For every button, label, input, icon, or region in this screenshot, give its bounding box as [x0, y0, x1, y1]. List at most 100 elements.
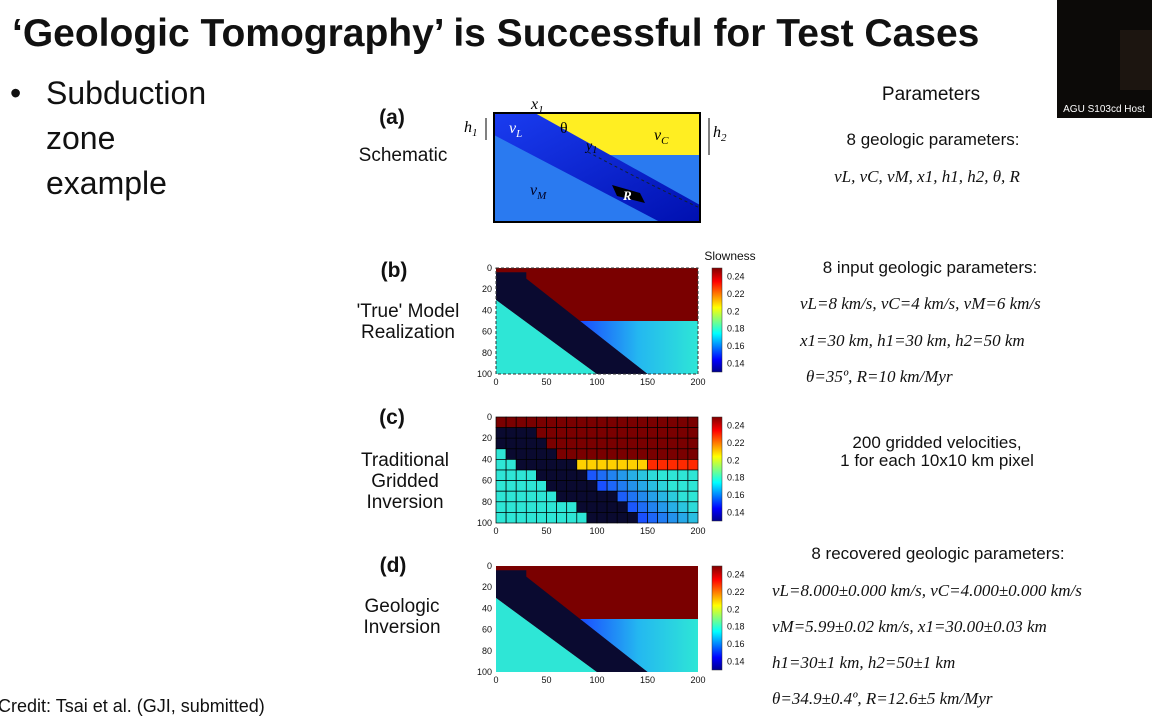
model-cell — [556, 416, 568, 428]
model-cell — [596, 459, 608, 471]
params-line: 1 for each 10x10 km pixel — [840, 451, 1034, 470]
model-cell — [606, 427, 618, 439]
model-cell — [596, 469, 608, 481]
model-cell — [606, 480, 618, 492]
model-cell — [515, 427, 527, 439]
model-cell — [546, 501, 557, 513]
model-cell — [626, 448, 638, 460]
colorbar-tick-label: 0.14 — [727, 656, 745, 666]
colorbar — [711, 565, 723, 671]
y-tick-label: 100 — [477, 667, 492, 677]
params-line: θ=35º, R=10 km/Myr — [806, 367, 953, 386]
model-cell — [667, 512, 679, 524]
colorbar-tick-label: 0.18 — [727, 324, 745, 334]
schematic-label: y1 — [584, 139, 597, 156]
model-cell — [505, 501, 517, 513]
model-cell — [586, 469, 598, 481]
model-cell — [596, 501, 608, 513]
model-cell — [586, 427, 598, 439]
bullet-line: zone — [46, 120, 115, 156]
y-tick-label: 40 — [482, 603, 492, 613]
model-cell — [515, 459, 527, 471]
y-tick-label: 60 — [482, 625, 492, 635]
x-tick-label: 0 — [493, 526, 498, 536]
label-sub: 2 — [721, 132, 727, 144]
model-cell — [525, 512, 537, 524]
lithosphere-region — [496, 597, 597, 672]
x-tick-label: 150 — [640, 675, 655, 685]
colorbar-tick-label: 0.18 — [727, 622, 745, 632]
schematic-label: vC — [654, 127, 669, 147]
params-line: x1=30 km, h1=30 km, h2=50 km — [799, 331, 1025, 350]
model-cell — [525, 416, 537, 428]
video-tile-shadow — [1120, 30, 1152, 90]
model-cell — [586, 437, 598, 450]
model-cell — [596, 416, 608, 428]
model-cell — [546, 490, 557, 503]
video-tile-label: AGU S103cd Host — [1063, 104, 1145, 115]
model-cell — [667, 427, 679, 439]
model-cell — [576, 416, 588, 428]
colorbar-tick-label: 0.24 — [727, 421, 745, 431]
panel-label: Traditional — [361, 450, 449, 471]
schematic-label: h2 — [713, 124, 727, 144]
y-tick-label: 0 — [487, 263, 492, 273]
model-cell — [657, 512, 669, 524]
model-cell — [616, 480, 628, 492]
model-cell — [616, 427, 628, 439]
model-cell — [596, 480, 608, 492]
model-cell — [647, 512, 658, 524]
model-cell — [637, 416, 648, 428]
model-cell — [525, 480, 537, 492]
model-cell — [515, 448, 527, 460]
model-cell — [637, 480, 648, 492]
model-cell — [677, 501, 689, 513]
model-cell — [576, 437, 588, 450]
y-tick-label: 20 — [482, 284, 492, 294]
model-cell — [596, 437, 608, 450]
model-cell — [576, 480, 588, 492]
model-cell — [626, 427, 638, 439]
model-cell — [566, 427, 578, 439]
model-cell — [586, 448, 598, 460]
model-cell — [505, 416, 517, 428]
model-cell — [616, 512, 628, 524]
model-cell — [626, 469, 638, 481]
model-cell — [495, 512, 507, 524]
model-cell — [637, 459, 648, 471]
model-cell — [515, 469, 527, 481]
y-tick-label: 80 — [482, 348, 492, 358]
model-cell — [576, 427, 588, 439]
model-cell — [657, 416, 669, 428]
model-cell — [687, 427, 699, 439]
model-cell — [556, 459, 568, 471]
model-cell — [556, 480, 568, 492]
model-cell — [616, 448, 628, 460]
model-cell — [495, 448, 507, 460]
model-cell — [536, 469, 547, 481]
label-base: R — [622, 188, 632, 203]
schematic-label: vL — [509, 120, 522, 140]
model-cell — [596, 512, 608, 524]
model-cell — [505, 427, 517, 439]
model-cell — [586, 512, 598, 524]
params-line: vL=8 km/s, vC=4 km/s, vM=6 km/s — [800, 294, 1041, 313]
model-cell — [515, 501, 527, 513]
model-cell — [657, 490, 669, 503]
model-cell — [596, 448, 608, 460]
y-tick-label: 60 — [482, 476, 492, 486]
model-cell — [647, 459, 658, 471]
model-cell — [687, 459, 699, 471]
params-line: h1=30±1 km, h2=50±1 km — [772, 653, 955, 672]
model-cell — [505, 448, 517, 460]
model-cell — [495, 416, 507, 428]
model-cell — [677, 459, 689, 471]
params-line: θ=34.9±0.4º, R=12.6±5 km/Myr — [772, 689, 993, 708]
label-sub: 1 — [472, 127, 478, 139]
model-cell — [566, 416, 578, 428]
model-cell — [687, 448, 699, 460]
model-cell — [495, 469, 507, 481]
panel-label: 'True' Model — [357, 301, 460, 322]
model-cell — [647, 427, 658, 439]
model-cell — [546, 469, 557, 481]
